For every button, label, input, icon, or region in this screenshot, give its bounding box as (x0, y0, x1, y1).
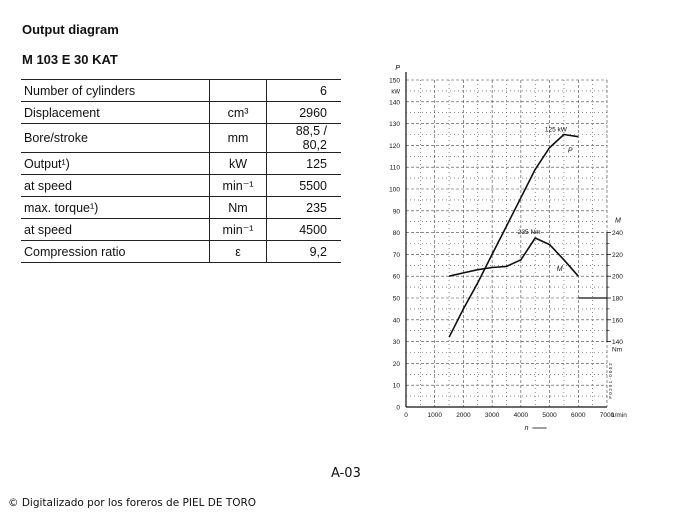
y-tick-label: 80 (393, 230, 401, 237)
series-label-p: P (568, 148, 573, 155)
spec-label: at speed (21, 218, 210, 241)
y-tick-label: 60 (393, 274, 401, 281)
y-axis-label-right: M (615, 218, 621, 225)
table-row: at speed min⁻¹ 4500 (21, 218, 341, 241)
y-tick-label-right: 200 (612, 274, 623, 281)
series-label-m: M (557, 266, 563, 273)
output-diagram-chart: 0 10 20 30 40 50 60 70 80 90 100 110 120 130 140 150 PkW… (389, 65, 627, 432)
spec-label: max. torque¹) (21, 196, 210, 219)
spec-value: 2960 (266, 101, 341, 124)
x-tick-label: 4000 (514, 412, 529, 419)
y-tick-label-right: 180 (612, 296, 623, 303)
spec-unit: min⁻¹ (209, 218, 267, 241)
table-row: Compression ratio ε 9,2 (21, 240, 341, 263)
page-number: A-03 (331, 466, 361, 481)
spec-unit: ε (209, 240, 267, 263)
spec-label: Number of cylinders (21, 79, 210, 102)
spec-label: at speed (21, 174, 210, 197)
x-tick-label: 1000 (427, 412, 442, 419)
spec-unit: mm (209, 123, 267, 153)
y-tick-label: 30 (393, 339, 401, 346)
spec-value: 88,5 / 80,2 (266, 123, 341, 153)
y-tick-label: 100 (389, 187, 400, 194)
spec-label: Output¹) (21, 152, 210, 175)
spec-label: Bore/stroke (21, 123, 210, 153)
y-tick-label-right: 240 (612, 230, 623, 237)
x-tick-label: 6000 (571, 412, 586, 419)
y-tick-label: 140 (389, 99, 400, 106)
table-row: Output¹) kW 125 (21, 152, 341, 175)
x-tick-label: 0 (404, 412, 408, 419)
y-tick-label: 10 (393, 383, 401, 390)
table-row: max. torque¹) Nm 235 (21, 196, 341, 219)
y-tick-label-right: 160 (612, 317, 623, 324)
power-curve (448, 133, 579, 338)
y-tick-label: 50 (393, 296, 401, 303)
spec-unit (209, 79, 267, 102)
table-row: at speed min⁻¹ 5500 (21, 174, 341, 197)
spec-label: Compression ratio (21, 240, 210, 263)
x-tick-label: 2000 (456, 412, 471, 419)
y-tick-label: 150 (389, 78, 400, 85)
spec-unit: kW (209, 152, 267, 175)
y-tick-label: 110 (390, 165, 401, 172)
y-axis-unit-left: kW (391, 89, 400, 95)
spec-value: 5500 (266, 174, 341, 197)
x-tick-label: 3000 (485, 412, 500, 419)
y-axis-unit-right: Nm (612, 347, 622, 354)
y-tick-label: 130 (389, 121, 400, 128)
y-tick-label: 70 (393, 252, 401, 259)
x-axis-unit: 1/min (611, 412, 627, 419)
x-tick-label: 7000 (600, 412, 615, 419)
y-tick-label: 0 (396, 405, 400, 412)
y-tick-label: 90 (393, 208, 401, 215)
spec-label: Displacement (21, 101, 210, 124)
y-tick-label-right: 140 (612, 339, 623, 346)
y-tick-label: 120 (389, 143, 400, 150)
table-row: Number of cylinders 6 (21, 79, 341, 102)
figure-code: F 0 2 9 1 - 0 0 5 2 (608, 363, 613, 399)
spec-unit: Nm (209, 196, 267, 219)
spec-value: 125 (266, 152, 341, 175)
annotation-max-torque: 235 Nm (518, 229, 541, 236)
spec-value: 4500 (266, 218, 341, 241)
spec-value: 235 (266, 196, 341, 219)
y-tick-label-right: 220 (612, 252, 623, 259)
x-axis-label: n (525, 425, 529, 432)
annotation-max-power: 125 kW (545, 127, 568, 134)
footer-credit: © Digitalizado por los foreros de PIEL D… (8, 497, 257, 509)
spec-value: 6 (266, 79, 341, 102)
y-tick-label: 20 (393, 361, 401, 368)
spec-unit: min⁻¹ (209, 174, 267, 197)
spec-unit: cm³ (209, 101, 267, 124)
spec-value: 9,2 (266, 240, 341, 263)
y-tick-label: 40 (393, 317, 401, 324)
page-title: Output diagram (22, 22, 119, 37)
engine-model: M 103 E 30 KAT (22, 52, 118, 67)
torque-curve (448, 237, 579, 277)
table-row: Displacement cm³ 2960 (21, 101, 341, 124)
table-row: Bore/stroke mm 88,5 / 80,2 (21, 123, 341, 153)
spec-table: Number of cylinders 6 Displacement cm³ 2960… (21, 79, 341, 263)
y-axis-label-left: P (395, 65, 400, 72)
x-tick-label: 5000 (542, 412, 557, 419)
